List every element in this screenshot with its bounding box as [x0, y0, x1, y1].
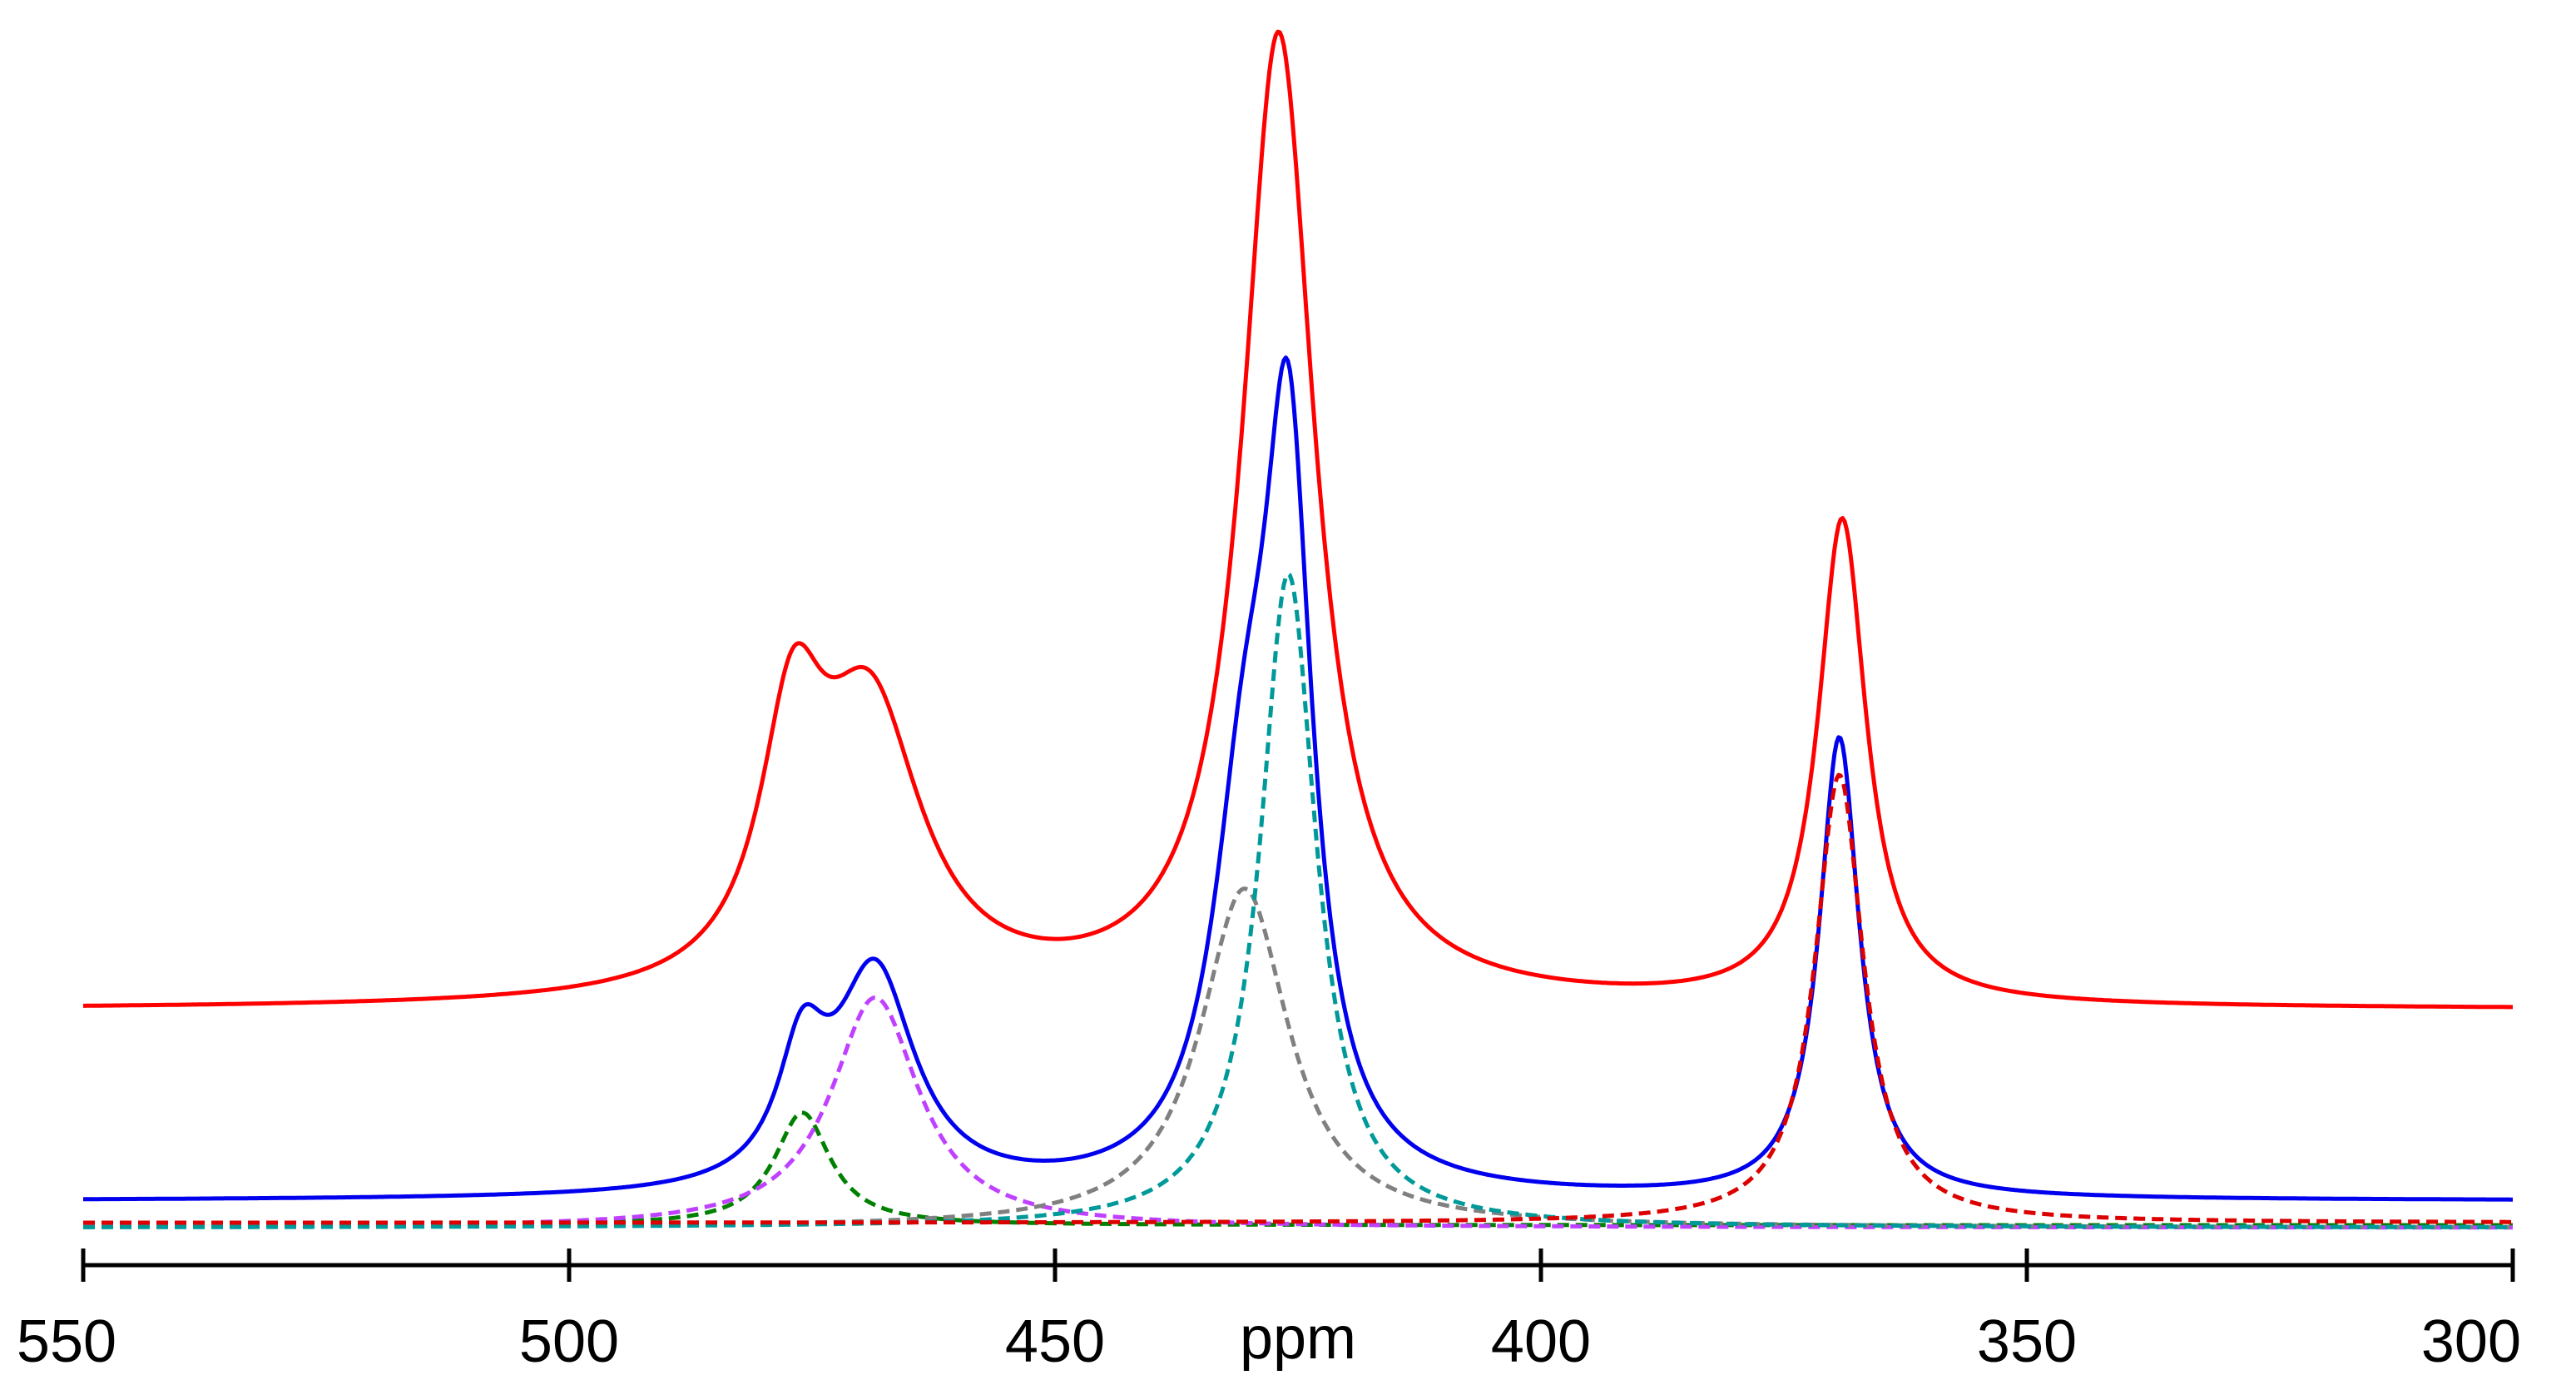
- x-axis: 550 500 450 400 350 300 ppm: [17, 1248, 2521, 1375]
- x-tick-label: 500: [519, 1308, 619, 1375]
- series-line-component-430: [82, 886, 2514, 1229]
- x-axis-label: ppm: [1240, 1305, 1356, 1372]
- series-line-component-369: [82, 772, 2514, 1225]
- x-tick-label: 550: [17, 1308, 116, 1375]
- series-line-component-476: [82, 1110, 2514, 1228]
- x-tick-label: 350: [1977, 1308, 2077, 1375]
- series-line-simulated-sum: [82, 355, 2514, 1202]
- series-line-component-426: [82, 571, 2514, 1229]
- series-layer: [82, 29, 2514, 1230]
- series-line-component-468: [82, 995, 2514, 1230]
- x-tick-label: 400: [1491, 1308, 1591, 1375]
- x-tick-label: 300: [2421, 1308, 2521, 1375]
- series-line-experimental-spectrum: [82, 29, 2514, 1010]
- x-tick-label: 450: [1005, 1308, 1105, 1375]
